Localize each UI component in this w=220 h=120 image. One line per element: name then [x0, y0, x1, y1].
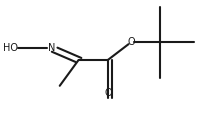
Text: O: O: [104, 87, 112, 98]
Text: HO: HO: [3, 43, 18, 53]
Text: O: O: [127, 37, 135, 47]
Text: N: N: [48, 43, 55, 53]
